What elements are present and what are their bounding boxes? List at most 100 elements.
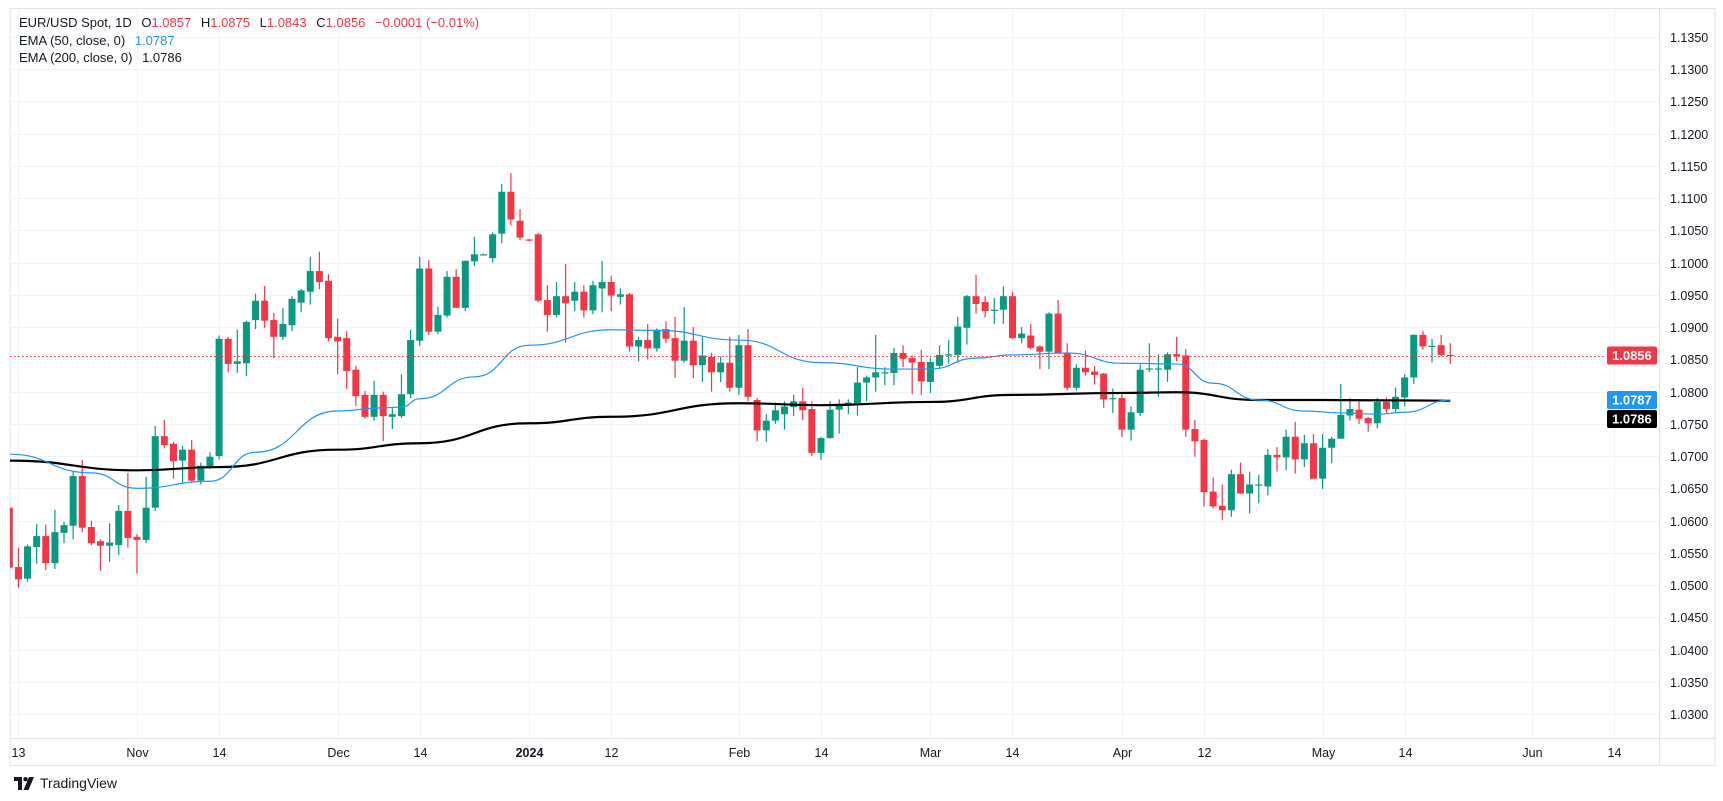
candle[interactable]: [270, 312, 278, 359]
candle[interactable]: [1018, 327, 1026, 344]
candle[interactable]: [1072, 364, 1080, 391]
candle[interactable]: [142, 476, 150, 544]
candle[interactable]: [671, 316, 679, 379]
candle[interactable]: [616, 288, 624, 305]
candle[interactable]: [361, 390, 369, 419]
candle[interactable]: [598, 260, 606, 313]
candle[interactable]: [78, 459, 86, 533]
candle[interactable]: [534, 233, 542, 303]
candle[interactable]: [33, 523, 41, 564]
candle[interactable]: [133, 534, 141, 574]
candle[interactable]: [1118, 394, 1126, 437]
candle[interactable]: [51, 509, 59, 569]
candle[interactable]: [644, 323, 652, 360]
candle[interactable]: [14, 547, 22, 588]
candle[interactable]: [553, 282, 560, 318]
candle[interactable]: [388, 407, 396, 430]
candle[interactable]: [24, 544, 32, 582]
candle[interactable]: [543, 285, 551, 332]
candle[interactable]: [853, 367, 861, 416]
candle[interactable]: [936, 345, 944, 368]
candle[interactable]: [1209, 477, 1217, 509]
candle[interactable]: [635, 336, 643, 362]
candle[interactable]: [917, 349, 925, 395]
candle[interactable]: [124, 472, 132, 548]
candle[interactable]: [1100, 372, 1108, 408]
candle[interactable]: [1091, 365, 1099, 385]
candle[interactable]: [480, 253, 488, 256]
time-axis[interactable]: 13 Nov 14 Dec 14 2024 12 Feb 14 Mar 14 Apr 12 May 14 Ju…: [12, 746, 1622, 760]
candle[interactable]: [233, 329, 241, 373]
candle[interactable]: [1164, 352, 1172, 382]
candle[interactable]: [571, 282, 579, 312]
candle[interactable]: [87, 520, 95, 546]
candle[interactable]: [562, 263, 570, 343]
candle[interactable]: [1264, 449, 1272, 496]
legend-ema200-row[interactable]: EMA (200, close, 0) 1.0786: [19, 49, 479, 67]
candle[interactable]: [844, 399, 852, 415]
candle[interactable]: [945, 340, 953, 364]
candle[interactable]: [42, 524, 50, 571]
candle[interactable]: [890, 347, 898, 386]
candle[interactable]: [452, 269, 460, 308]
candle[interactable]: [580, 285, 588, 318]
candle[interactable]: [297, 289, 305, 313]
candle[interactable]: [1373, 398, 1381, 429]
candle[interactable]: [1401, 374, 1409, 407]
candle[interactable]: [1218, 484, 1226, 520]
candle[interactable]: [106, 523, 114, 562]
candle[interactable]: [1255, 474, 1263, 504]
candle[interactable]: [881, 367, 889, 386]
candle[interactable]: [963, 294, 971, 345]
candle[interactable]: [1273, 447, 1281, 472]
candle[interactable]: [735, 334, 743, 395]
candle[interactable]: [407, 329, 415, 399]
candle[interactable]: [425, 260, 433, 335]
candle[interactable]: [1300, 434, 1308, 468]
candle[interactable]: [863, 375, 871, 402]
candle[interactable]: [507, 173, 515, 226]
candle[interactable]: [1319, 434, 1327, 490]
candle[interactable]: [607, 275, 615, 312]
candle[interactable]: [744, 329, 752, 402]
candle[interactable]: [160, 420, 168, 449]
candle[interactable]: [1127, 406, 1135, 441]
candle[interactable]: [1437, 334, 1445, 357]
candle[interactable]: [6, 495, 13, 569]
candle[interactable]: [1081, 350, 1089, 376]
price-axis[interactable]: 1.1350 1.1300 1.1250 1.1200 1.1150 1.1100 1.10…: [1670, 31, 1708, 722]
candle[interactable]: [689, 327, 697, 379]
candle[interactable]: [872, 334, 880, 392]
candle[interactable]: [261, 285, 269, 328]
candle[interactable]: [288, 296, 296, 332]
candle[interactable]: [60, 521, 68, 544]
candle[interactable]: [197, 462, 205, 485]
candle[interactable]: [625, 292, 633, 352]
candle[interactable]: [762, 414, 770, 442]
candle[interactable]: [434, 306, 442, 335]
candle[interactable]: [1246, 471, 1254, 514]
candle[interactable]: [1136, 364, 1144, 417]
tradingview-logo[interactable]: TradingView: [14, 775, 117, 791]
candle[interactable]: [771, 402, 779, 424]
candle[interactable]: [306, 256, 314, 305]
candle[interactable]: [516, 209, 524, 241]
candle[interactable]: [1045, 312, 1053, 370]
candle[interactable]: [1410, 334, 1418, 384]
candle[interactable]: [151, 425, 159, 511]
candle[interactable]: [352, 365, 360, 406]
candle[interactable]: [334, 318, 342, 375]
candle[interactable]: [653, 328, 661, 352]
candle[interactable]: [1337, 383, 1345, 439]
candle[interactable]: [1009, 291, 1016, 339]
candle[interactable]: [525, 238, 533, 242]
plot-area[interactable]: [6, 173, 1606, 588]
candle[interactable]: [169, 441, 177, 479]
candle[interactable]: [315, 251, 323, 290]
candle[interactable]: [589, 280, 597, 315]
candle[interactable]: [1063, 343, 1071, 391]
candle[interactable]: [1328, 436, 1336, 464]
candle[interactable]: [188, 440, 196, 484]
candle[interactable]: [1355, 400, 1363, 424]
legend-symbol-row[interactable]: EUR/USD Spot, 1D O1.0857 H1.0875 L1.0843…: [19, 14, 479, 32]
